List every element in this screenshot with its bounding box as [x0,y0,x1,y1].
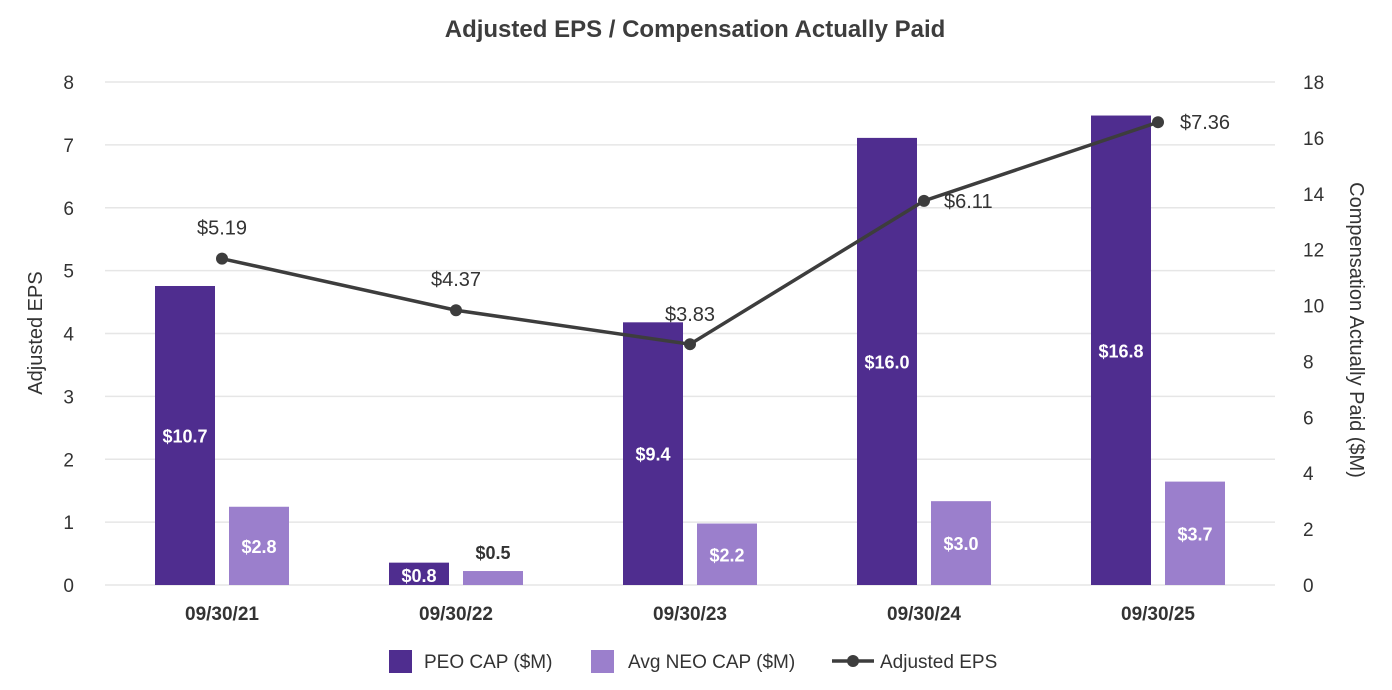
bar-data-label: $0.5 [475,543,510,563]
bar-data-label: $0.8 [401,566,436,586]
legend-swatch-peo [389,650,412,673]
y2-tick-label: 2 [1303,520,1314,541]
eps-data-label: $7.36 [1180,112,1230,134]
legend-swatch-neo [591,650,614,673]
eps-point [450,304,462,317]
bar-data-label: $16.8 [1098,341,1143,361]
bar-neo [463,571,523,585]
bar-neo [229,506,289,585]
legend-label-eps: Adjusted EPS [880,652,997,673]
bar-peo [1091,115,1151,586]
eps-point [918,194,930,207]
y-tick-label: 1 [63,513,74,534]
eps-point [684,338,696,351]
y-tick-label: 7 [63,136,74,157]
y2-axis-title: Compensation Actually Paid ($M) [1345,182,1367,478]
chart-title: Adjusted EPS / Compensation Actually Pai… [445,16,946,43]
bar-peo [623,322,683,585]
y-tick-label: 6 [63,199,74,220]
bar-data-label: $2.2 [709,545,744,565]
y2-tick-label: 14 [1303,185,1325,206]
bar-data-label: $16.0 [864,352,909,372]
bar-data-label: $2.8 [241,537,276,557]
eps-point [1152,116,1164,129]
y2-tick-label: 12 [1303,241,1324,262]
y2-tick-label: 4 [1303,464,1314,485]
x-tick-label: 09/30/23 [653,604,727,625]
x-tick-label: 09/30/22 [419,604,493,625]
x-tick-label: 09/30/24 [887,604,961,625]
bar-neo [697,523,757,585]
eps-data-label: $4.37 [431,269,481,291]
bar-data-label: $3.7 [1177,524,1212,544]
y-tick-label: 2 [63,450,74,471]
bar-peo [389,562,449,585]
bar-data-label: $10.7 [162,426,207,446]
legend-label-neo: Avg NEO CAP ($M) [628,652,795,673]
y-tick-label: 3 [63,387,74,408]
y2-tick-label: 0 [1303,576,1314,597]
eps-data-label: $3.83 [665,304,715,326]
y2-tick-label: 16 [1303,129,1324,150]
y2-tick-label: 18 [1303,73,1324,94]
eps-data-label: $5.19 [197,218,247,240]
bar-data-label: $9.4 [635,445,670,465]
y-tick-label: 4 [63,325,74,346]
x-tick-label: 09/30/21 [185,604,259,625]
bar-neo [931,501,991,585]
y2-tick-label: 10 [1303,297,1324,318]
x-tick-label: 09/30/25 [1121,604,1195,625]
y-axis-title: Adjusted EPS [25,271,47,394]
eps-point [216,252,228,265]
legend: PEO CAP ($M) Avg NEO CAP ($M) Adjusted EPS [389,650,997,673]
y2-tick-label: 6 [1303,408,1314,429]
bar-data-label: $3.0 [943,534,978,554]
legend-swatch-eps-marker [847,655,859,667]
eps-line: $5.19 $4.37 $3.83 $6.11 $7.36 [197,112,1230,351]
bar-peo [155,285,215,585]
eps-data-label: $6.11 [944,191,993,213]
y-tick-label: 5 [63,262,74,283]
bar-neo [1165,481,1225,585]
y-tick-label: 8 [63,73,74,94]
bars: $10.7 $0.8 $9.4 $16.0 $16.8 $2.8 $0.5 $2.2 $3.0 $… [155,115,1225,586]
y-tick-label: 0 [63,576,74,597]
gridlines [105,81,1275,586]
legend-label-peo: PEO CAP ($M) [424,652,552,673]
y2-tick-label: 8 [1303,352,1314,373]
